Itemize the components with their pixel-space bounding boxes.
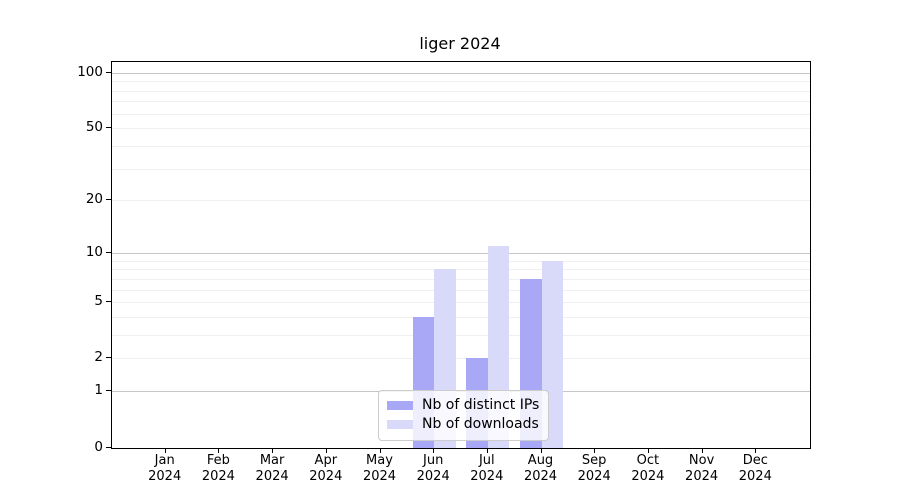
gridline-minor [112,113,810,115]
x-tick-mark [218,449,220,453]
legend: Nb of distinct IPs Nb of downloads [378,390,550,441]
gridline-major [112,72,810,74]
x-tick-mark [164,449,166,453]
gridline-minor [112,316,810,318]
y-tick-mark [106,71,111,73]
gridline-minor [112,128,810,130]
y-tick-mark [106,127,111,129]
y-tick-mark [106,199,111,201]
x-tick-mark [486,449,488,453]
x-tick-mark [701,449,703,453]
x-tick-label: Feb 2024 [201,453,235,484]
y-tick-mark [106,301,111,303]
gridline-minor [112,278,810,280]
y-tick-label: 100 [77,63,103,80]
legend-swatch-distinct-ips [387,401,413,410]
legend-row-distinct-ips: Nb of distinct IPs [387,396,539,415]
y-tick-label: 10 [85,243,103,260]
gridline-minor [112,200,810,202]
gridline-minor [112,168,810,170]
x-tick-label: Nov 2024 [685,453,719,484]
y-tick-label: 0 [94,438,103,455]
y-tick-label: 2 [94,349,103,366]
x-tick-mark [325,449,327,453]
x-tick-label: Mar 2024 [255,453,289,484]
gridline-minor [112,335,810,337]
gridline-minor [112,101,810,103]
gridline-minor [112,81,810,83]
y-tick-label: 1 [94,382,103,399]
gridline-minor [112,90,810,92]
legend-label-downloads: Nb of downloads [422,416,539,432]
y-tick-label: 50 [85,119,103,136]
gridline-minor [112,302,810,304]
legend-swatch-downloads [387,420,413,429]
x-tick-label: Oct 2024 [631,453,665,484]
x-tick-label: Dec 2024 [738,453,772,484]
y-tick-mark [106,390,111,392]
x-tick-label: Apr 2024 [309,453,343,484]
x-tick-label: Jan 2024 [148,453,182,484]
y-tick-mark [106,251,111,253]
legend-row-downloads: Nb of downloads [387,415,539,434]
x-tick-mark [647,449,649,453]
x-tick-mark [594,449,596,453]
x-tick-mark [755,449,757,453]
legend-label-distinct-ips: Nb of distinct IPs [422,397,540,413]
x-tick-label: Sep 2024 [577,453,611,484]
x-tick-mark [540,449,542,453]
x-tick-mark [272,449,274,453]
y-tick-mark [106,357,111,359]
y-tick-label: 20 [85,191,103,208]
gridline-minor [112,358,810,360]
x-tick-label: Jul 2024 [470,453,504,484]
gridline-major [112,252,810,254]
x-tick-mark [433,449,435,453]
x-tick-label: Aug 2024 [523,453,558,484]
y-tick-mark [106,446,111,448]
chart-title: liger 2024 [419,34,501,53]
y-tick-label: 5 [94,293,103,310]
x-tick-mark [379,449,381,453]
x-tick-label: May 2024 [362,453,397,484]
gridline-minor [112,260,810,262]
gridline-minor [112,269,810,271]
gridline-minor [112,145,810,147]
gridline-minor [112,289,810,291]
x-tick-label: Jun 2024 [416,453,450,484]
